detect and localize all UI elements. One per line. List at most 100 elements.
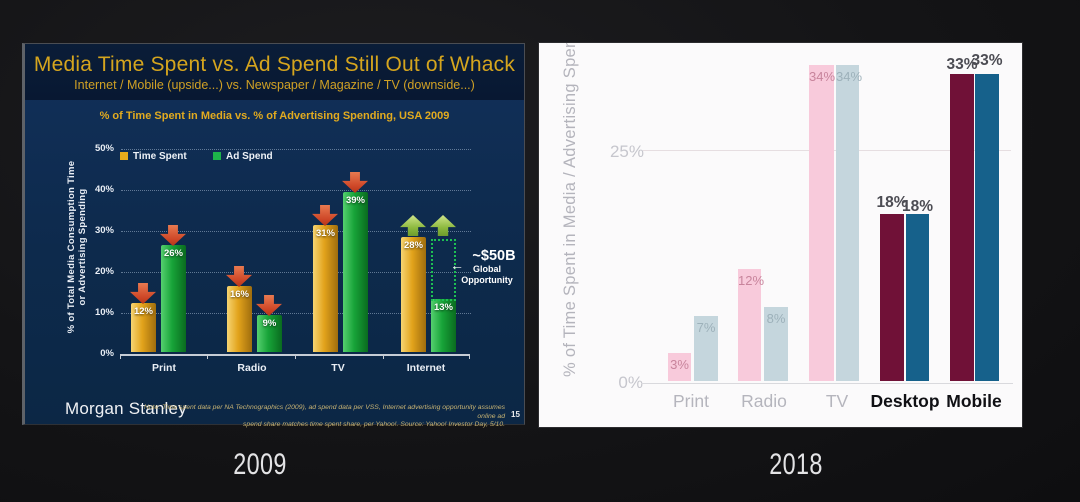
bar-print-time-spent: 12% (131, 303, 156, 352)
category-print: Print (152, 362, 176, 374)
category-tv: TV (331, 362, 345, 374)
ytick-10: 10% (94, 307, 114, 318)
opportunity-dashed-box (431, 239, 456, 301)
bar-value-label: 39% (345, 195, 365, 206)
bar-tv-ad: 34% (836, 65, 863, 381)
slide-subtitle: Internet / Mobile (upside...) vs. Newspa… (74, 78, 475, 92)
bar-value-label: 18% (876, 194, 908, 211)
bar-value-label: 33% (946, 56, 978, 73)
bar-internet-ad-spend: 13% (431, 299, 456, 352)
bar-value-label: 12% (738, 273, 765, 288)
bar-value-label: 7% (696, 320, 716, 335)
x-axis-tick (469, 354, 470, 359)
gridline-30 (121, 231, 471, 232)
down-arrow-icon (226, 266, 252, 287)
morgan-stanley-logo: Morgan Stanley (65, 399, 187, 418)
year-caption-2009: 2009 (233, 448, 287, 481)
slide-header: Media Time Spent vs. Ad Spend Still Out … (25, 44, 524, 100)
category-internet: Internet (406, 362, 446, 374)
year-caption-2018: 2018 (769, 448, 823, 481)
footnote-line1: Note: Time spent data per NA Technograph… (143, 404, 505, 420)
bar-value-label: 28% (403, 240, 423, 251)
down-arrow-icon (130, 283, 156, 304)
chart-panel-2018: % of Time Spent in Media / Advertising S… (538, 42, 1023, 428)
ytick-0: 0% (618, 373, 643, 392)
x-axis-tick (207, 354, 208, 359)
slide-title: Media Time Spent vs. Ad Spend Still Out … (33, 53, 516, 76)
bar-tv-time: 34% (809, 65, 836, 381)
up-arrow-icon (400, 215, 426, 236)
x-axis-line (120, 354, 469, 356)
morgan-stanley-slide-2009: Media Time Spent vs. Ad Spend Still Out … (22, 43, 525, 428)
ytick-20: 20% (94, 266, 114, 277)
bar-value-label: 12% (133, 306, 153, 317)
bar-value-label: 3% (670, 357, 689, 372)
bar-tv-time-spent: 31% (313, 225, 338, 352)
category-print: Print (673, 391, 709, 411)
bar-radio-time: 12% (738, 269, 765, 381)
time-spent-swatch-icon (120, 151, 128, 160)
bar-tv-ad-spend: 39% (343, 192, 368, 352)
bar-print-ad-spend: 26% (161, 245, 186, 352)
x-axis-tick (120, 354, 121, 359)
bar-value-label: 31% (315, 228, 335, 239)
bar-value-label: 34% (836, 69, 863, 84)
left-arrow-icon: ← (450, 257, 464, 273)
bar-radio-time-spent: 16% (227, 286, 252, 352)
y-axis-label: % of Total Media Consumption Time or Adv… (66, 131, 88, 363)
y-axis-label-line2: or Advertising Spending (77, 188, 88, 306)
bar-value-label: 13% (433, 302, 453, 313)
ytick-50: 50% (94, 143, 114, 154)
ytick-25: 25% (609, 142, 644, 161)
legend-time-spent-label: Time Spent (133, 151, 187, 162)
bar-value-label: 34% (809, 69, 836, 84)
gridline-20 (121, 272, 471, 273)
legend-time-spent: Time Spent (120, 151, 187, 162)
x-axis-line (641, 383, 1013, 384)
category-desktop: Desktop (870, 391, 940, 411)
bar-value-label: 18% (901, 198, 934, 215)
bar-internet-time-spent: 28% (401, 237, 426, 352)
ytick-0: 0% (100, 348, 114, 359)
up-arrow-icon (430, 215, 456, 236)
ad-spend-swatch-icon (213, 151, 221, 160)
bar-desktop-time: 18% (876, 194, 908, 381)
category-tv: TV (825, 391, 849, 411)
bar-print-ad: 7% (694, 316, 718, 381)
gridline-10 (121, 313, 471, 314)
bar-radio-ad-spend: 9% (257, 315, 282, 352)
bar-value-label: 33% (971, 52, 1003, 69)
x-axis-tick (383, 354, 384, 359)
bar-value-label: 26% (163, 248, 183, 259)
category-radio: Radio (741, 391, 787, 411)
bar-mobile-ad: 33% (971, 52, 1003, 381)
ytick-40: 40% (94, 184, 114, 195)
legend-ad-spend: Ad Spend (213, 151, 273, 162)
bar-print-time: 3% (668, 353, 691, 381)
bar-value-label: 8% (766, 311, 786, 326)
annotation-line1: Global (472, 264, 501, 274)
gridline-50 (121, 149, 471, 150)
chart-title: % of Time Spent in Media vs. % of Advert… (99, 110, 450, 122)
category-radio: Radio (237, 362, 267, 374)
legend-ad-spend-label: Ad Spend (226, 151, 273, 162)
y-axis-label: % of Time Spent in Media / Advertising S… (561, 42, 579, 377)
annotation-line2: Opportunity (461, 275, 513, 285)
bar-value-label: 9% (262, 318, 277, 329)
annotation-headline: ~$50B (472, 248, 516, 264)
down-arrow-icon (312, 205, 338, 226)
footnote: Note: Time spent data per NA Technograph… (137, 404, 505, 430)
category-mobile: Mobile (946, 391, 1002, 411)
ytick-30: 30% (94, 225, 114, 236)
page-number: 15 (511, 410, 520, 419)
bar-value-label: 16% (229, 289, 249, 300)
bar-radio-ad: 8% (764, 307, 788, 381)
opportunity-annotation: ← ~$50B Global Opportunity (449, 248, 525, 286)
x-axis-tick (295, 354, 296, 359)
bar-desktop-ad: 18% (902, 198, 933, 381)
down-arrow-icon (160, 225, 186, 246)
bar-mobile-time: 33% (946, 56, 978, 381)
footnote-line2: spend share matches time spent share, pe… (243, 421, 505, 428)
gridline-40 (121, 190, 471, 191)
y-axis-label-line1: % of Total Media Consumption Time (66, 160, 77, 334)
